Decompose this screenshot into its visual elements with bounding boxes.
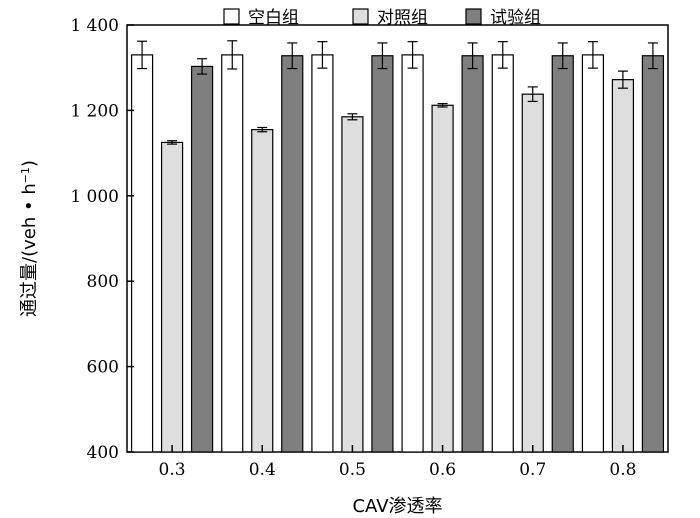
legend-swatch — [352, 8, 369, 25]
legend-label: 试验组 — [490, 8, 541, 28]
y-tick-label: 1 200 — [70, 101, 119, 121]
bar — [461, 55, 484, 453]
y-tick-label: 1 000 — [70, 187, 119, 207]
bar — [611, 79, 635, 453]
legend: 空白组 对照组 试验组 — [223, 8, 541, 28]
bar — [551, 55, 574, 453]
bar — [431, 104, 454, 453]
bar — [521, 93, 544, 453]
bar — [491, 54, 514, 453]
y-axis-title: 通过量/(veh • h−1) — [19, 160, 41, 317]
bar — [341, 116, 364, 453]
legend-label: 对照组 — [377, 8, 428, 28]
bar — [251, 129, 274, 453]
bar — [281, 55, 304, 453]
plot-frame — [126, 24, 669, 453]
bar — [401, 54, 424, 453]
x-tick-label: 0.6 — [429, 460, 456, 480]
bar — [160, 141, 184, 453]
x-tick-label: 0.4 — [249, 460, 276, 480]
error-bars-layer — [137, 40, 658, 145]
x-axis: 0.3 0.4 0.5 0.6 0.7 0.8 — [159, 445, 636, 480]
legend-swatch — [465, 8, 482, 25]
x-tick-label: 0.7 — [519, 460, 546, 480]
bar — [221, 54, 244, 453]
bar — [130, 54, 154, 453]
x-tick-label: 0.5 — [339, 460, 366, 480]
y-tick-label: 600 — [87, 358, 119, 378]
bar — [641, 55, 665, 453]
bar — [311, 54, 334, 453]
y-tick-label: 800 — [87, 272, 119, 292]
y-axis-title-close: ) — [19, 160, 40, 167]
legend-swatch — [223, 8, 240, 25]
y-tick-label: 1 400 — [70, 16, 119, 36]
plot-border — [126, 24, 669, 453]
bars-layer — [130, 54, 665, 453]
y-axis-title-main: 通过量/(veh • h — [19, 183, 40, 317]
x-axis-title: CAV渗透率 — [352, 496, 442, 517]
bar — [581, 54, 605, 453]
bar — [371, 55, 394, 453]
y-axis-title-superscript: −1 — [19, 167, 32, 183]
legend-label: 空白组 — [248, 8, 299, 28]
y-tick-label: 400 — [87, 443, 119, 463]
x-tick-label: 0.3 — [159, 460, 186, 480]
x-tick-label: 0.8 — [609, 460, 636, 480]
y-axis: 400 600 800 1 000 1 200 1 400 — [70, 16, 134, 463]
bar — [190, 65, 214, 453]
